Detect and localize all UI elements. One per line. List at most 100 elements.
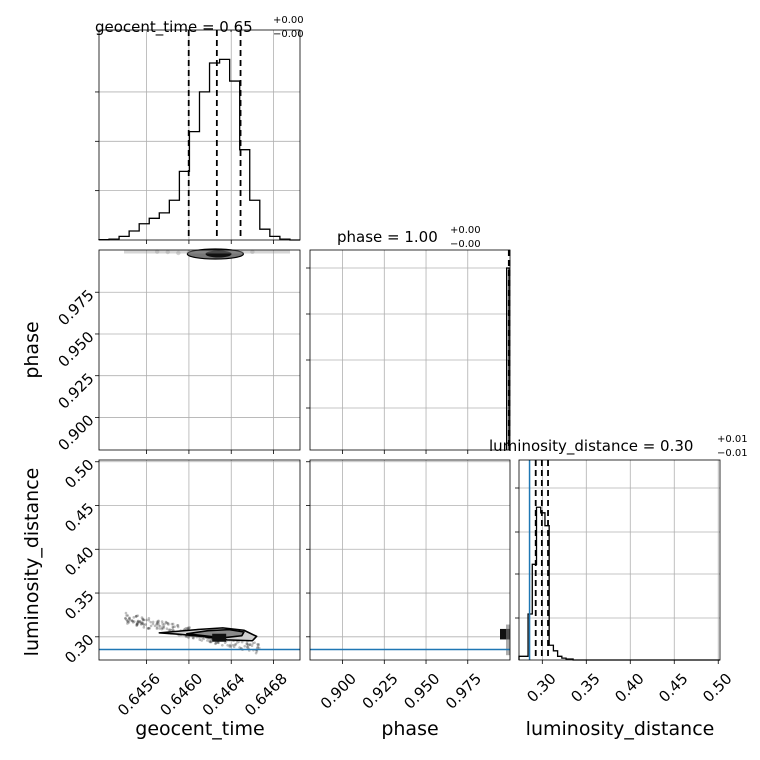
tick-label-y: 0.950 <box>54 328 97 371</box>
title-phase-minus: −0.00 <box>450 239 481 250</box>
sample-point <box>192 636 195 640</box>
sample-point <box>206 639 209 642</box>
sample-point <box>234 642 238 646</box>
sample-point <box>200 639 204 642</box>
sample-point <box>157 619 160 623</box>
ylabel-phase: phase <box>21 321 43 378</box>
grid <box>310 250 510 450</box>
title-phase: phase = 1.00 +0.00 −0.00 <box>337 225 481 250</box>
sample-point <box>162 625 166 629</box>
title-geocent-time-minus: −0.00 <box>273 29 304 40</box>
sample-point <box>149 620 153 624</box>
sample-point <box>243 644 247 648</box>
tick-label-x: 0.40 <box>611 670 647 706</box>
sample-point <box>147 626 150 630</box>
sample-point <box>216 641 220 645</box>
sample-point <box>134 615 138 618</box>
sample-point <box>156 621 159 625</box>
sample-point <box>248 643 252 646</box>
sample-point <box>136 620 140 623</box>
sample-point <box>226 643 229 647</box>
axes-frame <box>98 29 301 241</box>
sample-point <box>146 627 150 630</box>
sample-point <box>173 625 176 629</box>
sample-point <box>165 249 170 255</box>
grid <box>519 460 720 660</box>
sample-point <box>246 646 249 649</box>
grid <box>310 460 510 660</box>
sample-point <box>136 619 140 623</box>
title-luminosity-distance: luminosity_distance = 0.30 +0.01 −0.01 <box>489 434 748 459</box>
sample-point <box>209 640 213 644</box>
tick-label-y: 0.50 <box>61 456 97 492</box>
histogram-step <box>518 506 720 661</box>
sample-point <box>223 641 227 645</box>
sample-point <box>228 645 231 648</box>
title-phase-label: phase = 1.00 <box>337 228 438 246</box>
sample-point <box>145 618 148 622</box>
sample-point <box>158 627 161 630</box>
sample-point <box>126 614 130 617</box>
title-geocent-time-plus: +0.00 <box>273 15 304 26</box>
sample-point <box>251 642 255 645</box>
sample-point <box>162 626 165 630</box>
sample-point <box>124 611 128 615</box>
sample-point <box>171 622 175 626</box>
axes-frame <box>98 459 301 661</box>
sample-point <box>257 646 261 650</box>
sample-point <box>135 624 138 627</box>
tick-label-x: 0.900 <box>317 670 360 713</box>
sample-point <box>253 641 256 644</box>
tick-label-x: 0.30 <box>523 670 559 706</box>
density-core <box>500 628 510 640</box>
sample-point <box>184 626 188 630</box>
sample-point <box>221 643 224 647</box>
tick-label-x: 0.35 <box>567 670 603 706</box>
sample-point <box>208 639 211 643</box>
sample-point <box>136 623 139 626</box>
sample-point <box>164 620 168 624</box>
tick-label-x: 0.6464 <box>199 670 249 720</box>
tick-label-y: 0.45 <box>61 499 97 535</box>
tick-label-y: 0.900 <box>54 411 97 454</box>
sample-point <box>135 622 139 626</box>
sample-point <box>142 626 146 629</box>
sample-point <box>141 618 145 621</box>
sample-point <box>214 641 218 645</box>
tick-label-y: 0.40 <box>61 543 97 579</box>
sample-point <box>144 623 147 626</box>
xlabel-geocent-time: geocent_time <box>135 718 264 740</box>
sample-point <box>155 626 159 629</box>
sample-point <box>151 620 155 624</box>
sample-point <box>128 617 131 621</box>
sample-point <box>247 644 250 647</box>
sample-point <box>154 249 160 254</box>
sample-point <box>171 628 175 632</box>
title-luminosity-distance-label: luminosity_distance = 0.30 <box>489 437 693 456</box>
sample-point <box>198 638 202 642</box>
title-luminosity-distance-minus: −0.01 <box>717 448 748 459</box>
axes-frame <box>309 249 511 451</box>
tick-label-y: 0.30 <box>61 631 97 667</box>
tick-label-x: 0.950 <box>400 670 443 713</box>
sample-point <box>167 628 171 632</box>
sample-point <box>250 644 254 648</box>
tick-label-y: 0.925 <box>54 370 97 413</box>
tick-label-x: 0.975 <box>442 670 485 713</box>
sample-point <box>202 637 206 641</box>
sample-point <box>170 628 173 632</box>
sample-point <box>157 621 160 625</box>
sample-point <box>231 643 235 647</box>
sample-point <box>135 614 138 618</box>
sample-point <box>217 641 220 645</box>
sample-point <box>151 622 155 626</box>
sample-point <box>138 620 142 623</box>
sample-point <box>245 642 249 646</box>
sample-point <box>136 614 140 617</box>
sample-point <box>176 250 181 256</box>
sample-point <box>187 627 191 630</box>
sample-point <box>187 626 190 629</box>
title-geocent-time: geocent_time = 0.65 +0.00 −0.00 <box>95 15 304 40</box>
